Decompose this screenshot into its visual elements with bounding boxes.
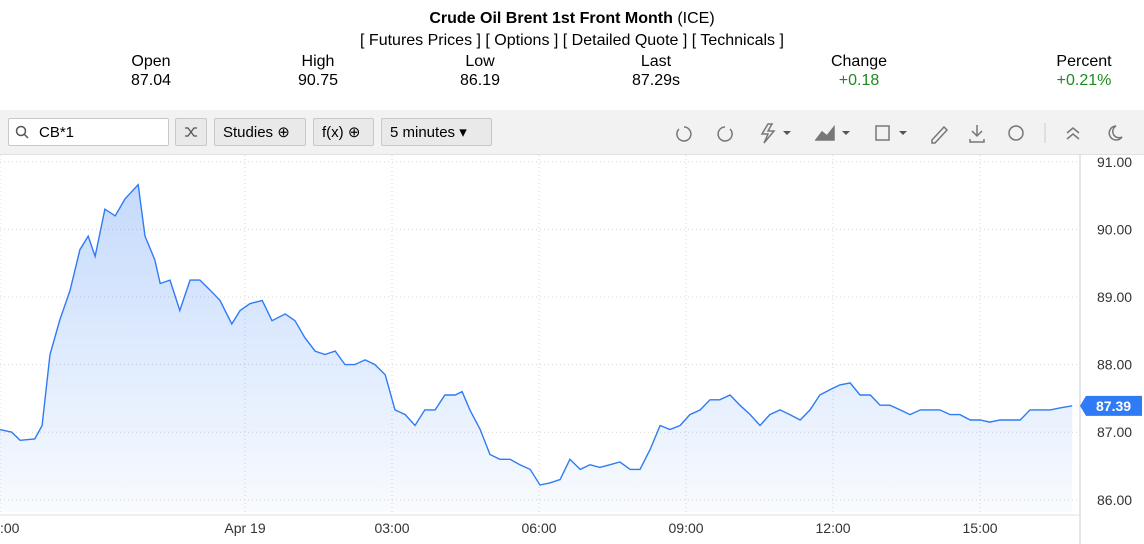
x-tick-label: 09:00 (669, 520, 704, 536)
toolbar-icons (676, 123, 1123, 144)
links: [ Futures Prices ] [ Options ] [ Detaile… (0, 32, 1144, 50)
fx-button[interactable]: f(x) ⊕ (313, 118, 374, 146)
area (0, 184, 1073, 512)
download-icon[interactable] (969, 125, 985, 143)
quote-value: +0.18 (838, 72, 880, 89)
interval-button[interactable]: 5 minutes ▾ (381, 118, 492, 146)
quote-change: Change +0.18 (779, 52, 939, 90)
y-tick-label: 90.00 (1097, 221, 1132, 237)
layout-icon[interactable] (875, 125, 890, 141)
y-tick-label: 91.00 (1097, 155, 1132, 170)
chart: 86.00 87.00 88.00 89.00 90.00 91.00 :00 Apr 19 0… (0, 155, 1142, 544)
x-tick-label: Apr 19 (224, 520, 265, 536)
symbol: CB*1 (39, 124, 75, 141)
quote-label: High (301, 53, 335, 70)
quote-value: 87.04 (130, 72, 172, 89)
x-tick-label: :00 (0, 520, 20, 536)
quote-value: +0.21% (1056, 72, 1112, 89)
x-tick-label: 03:00 (374, 520, 409, 536)
search-icon (15, 125, 29, 139)
link[interactable]: [ Technicals ] (691, 32, 784, 49)
x-tick-label: 06:00 (521, 520, 556, 536)
quote-value: 90.75 (297, 72, 339, 89)
quote-value: 87.29s (631, 72, 681, 89)
title-row: Crude Oil Brent 1st Front Month (ICE) (0, 10, 1144, 28)
symbol-search[interactable]: CB*1 (8, 118, 169, 146)
theme-icon[interactable] (1108, 125, 1123, 141)
y-tick-label: 86.00 (1097, 492, 1132, 508)
interval-label: 5 minutes (390, 124, 456, 141)
link[interactable]: [ Options ] (485, 32, 559, 49)
collapse-icon[interactable] (1066, 127, 1080, 140)
last-price-label: 87.39 (1096, 398, 1131, 414)
settings-icon[interactable] (1008, 125, 1024, 141)
last-price-tag (1080, 395, 1142, 416)
x-tick-label: 12:00 (816, 520, 851, 536)
title: Crude Oil Brent 1st Front Month (429, 10, 673, 27)
quote-open: Open 87.04 (71, 52, 231, 90)
shuffle-icon (185, 127, 197, 137)
quote-label: Open (131, 53, 171, 70)
quote-last: Last 87.29s (576, 52, 736, 90)
quote-label: Last (640, 53, 672, 70)
toolbar: CB*1 Studies ⊕ f(x) ⊕ 5 minutes ▾ (0, 110, 1144, 155)
flash-icon[interactable] (760, 123, 776, 144)
y-tick-label: 87.00 (1097, 424, 1132, 440)
link[interactable]: [ Futures Prices ] (360, 32, 481, 49)
draw-icon[interactable] (931, 125, 949, 144)
link[interactable]: [ Detailed Quote ] (562, 32, 688, 49)
chart-type-icon[interactable] (814, 124, 835, 141)
studies-label: Studies (223, 124, 274, 141)
fx-label: f(x) (322, 124, 344, 141)
studies-button[interactable]: Studies ⊕ (214, 118, 306, 146)
compare-button[interactable] (175, 118, 207, 146)
redo-icon[interactable] (717, 126, 733, 142)
y-tick-label: 89.00 (1097, 289, 1132, 305)
y-tick-label: 88.00 (1097, 357, 1132, 373)
undo-icon[interactable] (676, 126, 692, 142)
quote-low: Low 86.19 (400, 52, 560, 90)
quote-label: Change (830, 53, 888, 70)
exchange: (ICE) (677, 10, 715, 27)
quote-label: Percent (1056, 53, 1112, 70)
x-tick-label: 15:00 (963, 520, 998, 536)
quote-label: Low (465, 53, 495, 70)
quote-high: High 90.75 (238, 52, 398, 90)
quote-percent: Percent +0.21% (1004, 52, 1144, 90)
quote-value: 86.19 (459, 72, 501, 89)
price-line (0, 183, 1073, 486)
